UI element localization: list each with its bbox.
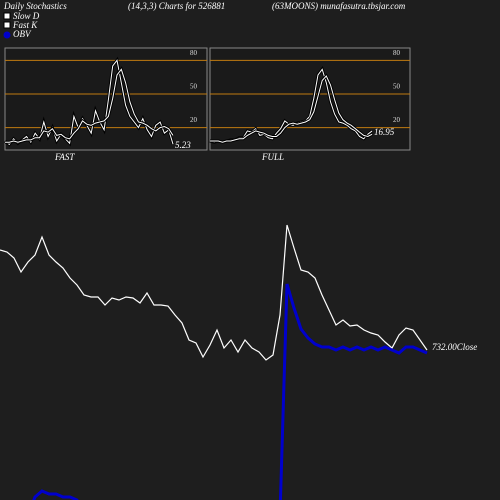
y-tick-label: 80 — [393, 49, 401, 57]
legend-swatch — [3, 12, 11, 20]
panel — [209, 47, 411, 151]
header-subtitle: (14,3,3) Charts for 526881 — [128, 1, 225, 11]
stoch-line — [210, 75, 373, 143]
y-tick-label: 20 — [190, 116, 198, 124]
value-label: 5.23 — [175, 140, 191, 150]
legend-label: Slow D — [13, 11, 40, 21]
y-tick-label: 20 — [393, 116, 401, 124]
legend-label: OBV — [13, 29, 32, 39]
legend-label: Fast K — [12, 20, 38, 30]
header-title: Daily Stochastics — [3, 1, 67, 11]
stoch-line — [5, 68, 174, 143]
header-source: (63MOONS) munafasutra.tbsjar.com — [272, 1, 406, 11]
legend-swatch — [3, 21, 11, 29]
obv-line — [32, 283, 428, 500]
y-tick-label: 50 — [393, 83, 401, 91]
y-tick-label: 80 — [190, 49, 198, 57]
y-tick-label: 50 — [190, 83, 198, 91]
panel — [4, 47, 208, 151]
close-label: 732.00Close — [432, 342, 477, 352]
panel-title: FAST — [54, 152, 75, 162]
price-line — [0, 224, 428, 361]
panel-title: FULL — [261, 152, 284, 162]
value-label: 16.95 — [374, 127, 395, 137]
legend-swatch — [3, 31, 11, 39]
